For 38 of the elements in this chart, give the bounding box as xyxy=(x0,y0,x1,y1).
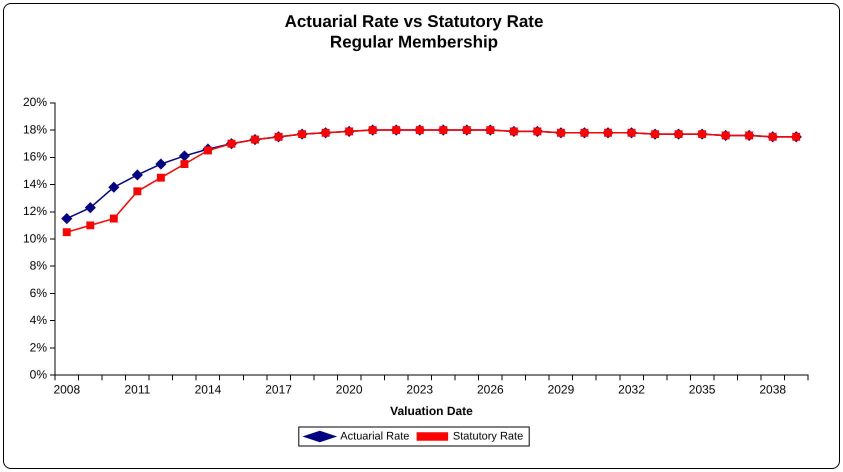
x-tick-label: 2029 xyxy=(548,382,575,397)
y-tick-label: 10% xyxy=(22,231,48,246)
y-tick-label: 18% xyxy=(22,122,48,136)
point xyxy=(62,213,72,224)
x-tick-label: 2017 xyxy=(265,382,292,397)
point xyxy=(156,174,165,182)
y-tick-label: 0% xyxy=(30,368,48,382)
x-tick-label: 2023 xyxy=(406,382,434,397)
y-tick-label: 8% xyxy=(30,258,48,273)
x-tick-label: 2014 xyxy=(194,382,222,397)
point xyxy=(108,182,120,192)
x-tick-label: 2035 xyxy=(688,382,716,397)
y-tick-label: 6% xyxy=(30,286,48,300)
point xyxy=(110,214,118,222)
point xyxy=(85,202,96,213)
x-tick-label: 2038 xyxy=(759,382,786,397)
chart-title: Actuarial Rate vs Statutory Rate Regular Membership xyxy=(284,12,544,52)
legend-label: Statutory Rate xyxy=(452,430,524,443)
x-tick-label: 2011 xyxy=(124,382,151,397)
y-tick-label: 16% xyxy=(22,150,48,164)
point xyxy=(179,150,190,162)
x-tick-label: 2026 xyxy=(476,382,504,397)
y-tick-label: 4% xyxy=(30,313,48,328)
point xyxy=(133,187,142,196)
point xyxy=(132,170,143,180)
point xyxy=(180,160,188,168)
point xyxy=(86,221,94,230)
x-tick-label: 2020 xyxy=(336,382,363,397)
y-tick-label: 20% xyxy=(22,95,48,110)
x-axis-title: Valuation Date xyxy=(390,404,474,418)
point xyxy=(62,228,71,236)
x-tick-label: 2032 xyxy=(618,382,646,397)
y-tick-label: 14% xyxy=(22,176,48,191)
point xyxy=(156,158,166,170)
y-tick-label: 12% xyxy=(22,204,48,218)
legend-label: Actuarial Rate xyxy=(340,430,410,443)
x-tick-label: 2008 xyxy=(53,382,80,397)
y-tick-label: 2% xyxy=(30,340,48,354)
